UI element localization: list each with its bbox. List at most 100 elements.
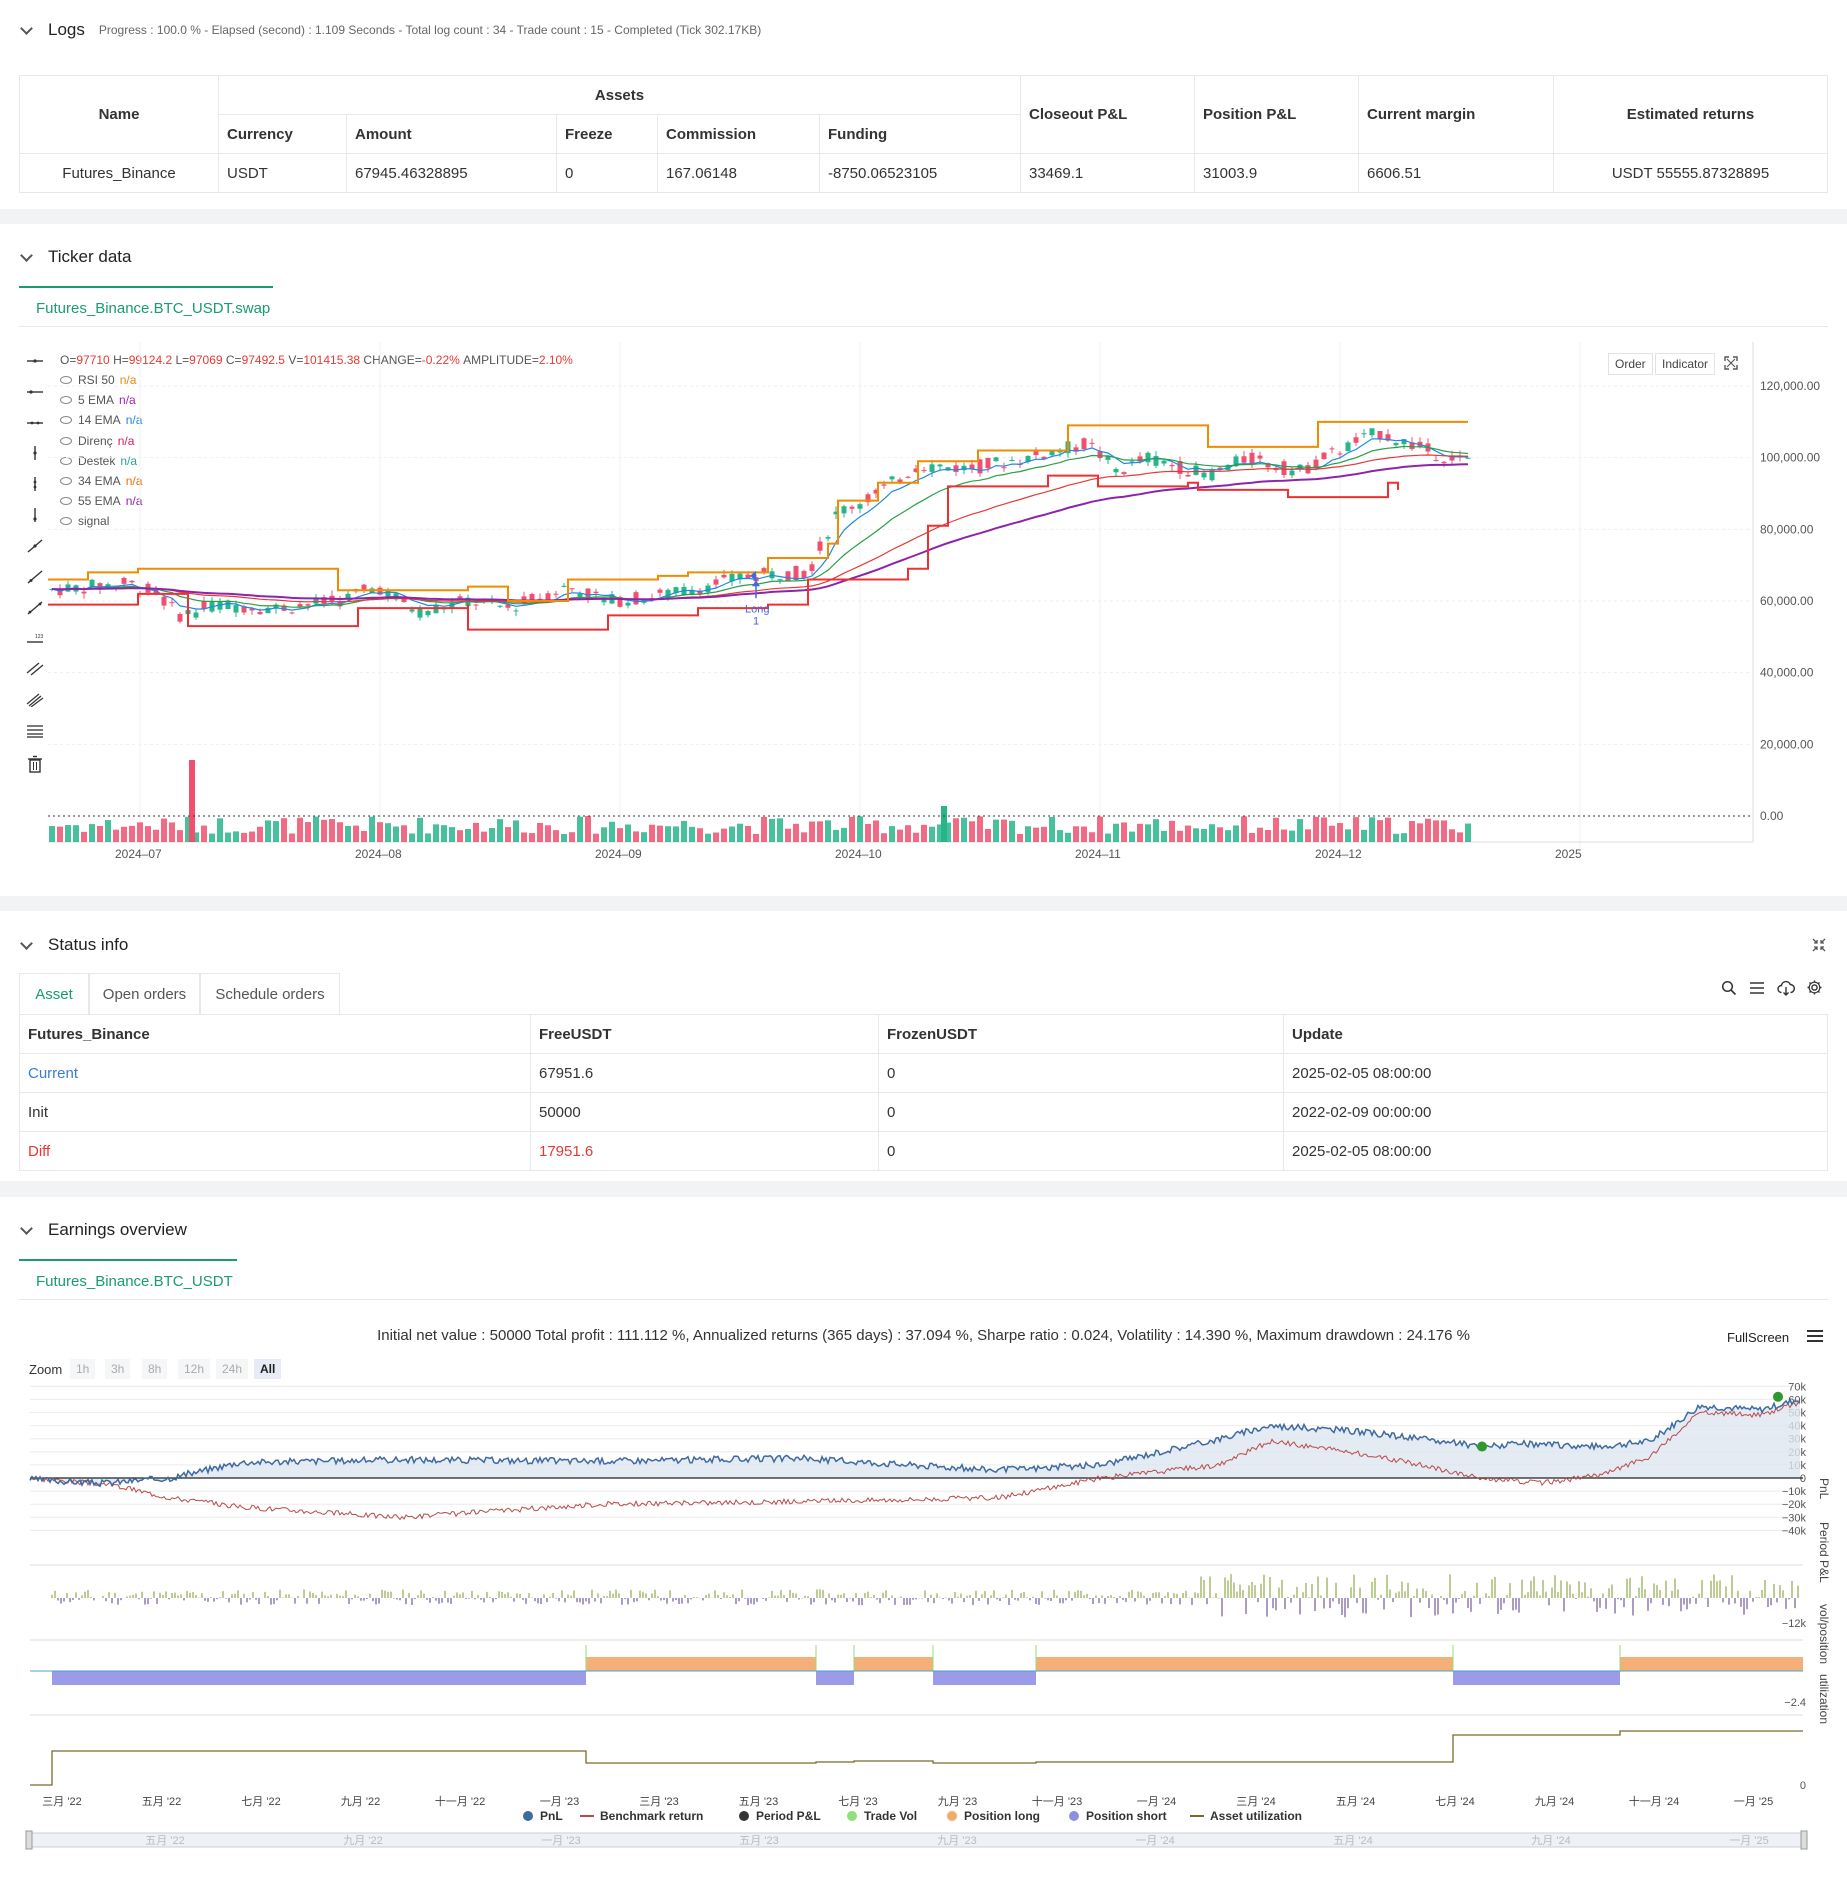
eye-icon[interactable] [60,497,72,506]
volume-bar [713,832,719,842]
eye-icon[interactable] [60,376,72,384]
legend-item[interactable]: signal [60,514,114,528]
cloud-download-icon[interactable] [1777,980,1795,996]
signal-flag-icon [750,570,756,581]
eye-icon[interactable] [60,416,72,425]
eye-icon[interactable] [60,436,72,445]
volume-bar [729,826,735,842]
zoom-button-12h[interactable]: 12h [178,1359,211,1379]
expand-icon[interactable] [1723,355,1739,371]
fibonacci-icon[interactable] [26,693,44,707]
chevron-down-icon[interactable] [20,251,32,263]
vertical-line-icon[interactable] [26,446,44,460]
volume-bar [721,828,727,842]
zoom-button-8h[interactable]: 8h [142,1359,168,1379]
status-header[interactable]: Status info [20,934,128,956]
earnings-header[interactable]: Earnings overview [20,1219,187,1241]
signal-sublabel: 1 [753,615,759,627]
th-free: FreeUSDT [530,1014,879,1054]
table-row: Init 50000 0 2022-02-09 00:00:00 [19,1092,1828,1132]
zoom-button-all[interactable]: All [254,1359,282,1379]
gear-icon[interactable] [1806,979,1823,996]
candle [1329,448,1335,450]
candle [897,479,903,483]
chevron-down-icon[interactable] [20,24,32,36]
axis-title: PnL [1817,1478,1831,1500]
legend-name: Destek [78,453,116,468]
candle [57,589,63,596]
segment-icon[interactable] [26,601,44,615]
navigator-label: 九月 '22 [343,1834,382,1847]
candlestick-chart[interactable]: 120,000.00100,000.0080,000.0060,000.0040… [48,342,1838,862]
y-tick-label: −10k [1782,1486,1807,1498]
search-icon[interactable] [1721,980,1737,996]
vertical-ray-icon[interactable] [26,508,44,522]
volume-bar [809,821,815,842]
candle [545,593,551,601]
volume-bar [705,833,711,842]
zoom-button-1h[interactable]: 1h [70,1359,96,1379]
y-tick-label: −30k [1782,1512,1807,1524]
row-current-label[interactable]: Current [19,1053,531,1093]
collapse-icon[interactable] [1812,938,1826,952]
horizontal-line-icon[interactable] [26,354,44,368]
order-button[interactable]: Order [1608,353,1653,375]
parallel-channel-icon[interactable] [26,662,44,676]
volume-bar [1257,827,1263,842]
cell-currency: USDT [218,153,347,193]
eye-icon[interactable] [60,477,72,485]
chevron-down-icon[interactable] [20,1224,32,1236]
legend-item[interactable]: RSI 50 n/a [60,373,136,387]
menu-icon[interactable] [1807,1329,1823,1343]
candle [577,593,583,597]
candle [97,583,103,589]
volume-bar [137,822,143,842]
legend-item[interactable]: 14 EMA n/a [60,413,142,427]
cell-amount: 67945.46328895 [346,153,557,193]
legend-item[interactable]: 34 EMA n/a [60,474,142,488]
tab-schedule-orders[interactable]: Schedule orders [200,973,340,1014]
logs-header[interactable]: Logs Progress : 100.0 % - Elapsed (secon… [20,19,761,41]
y-tick-label: 20,000.00 [1760,737,1814,751]
eye-icon[interactable] [60,517,72,526]
table-row: Futures_Binance USDT 67945.46328895 0 16… [19,153,1828,193]
candle [849,506,855,509]
indicator-button[interactable]: Indicator [1655,353,1716,375]
legend-item[interactable]: 55 EMA n/a [60,494,142,508]
position-short-bar [52,1671,586,1685]
zoom-button-3h[interactable]: 3h [105,1359,131,1379]
extended-line-icon[interactable] [26,416,44,430]
chevron-down-icon[interactable] [20,939,32,951]
tab-asset[interactable]: Asset [19,973,89,1014]
tab-open-orders[interactable]: Open orders [89,973,200,1014]
eye-icon[interactable] [60,396,72,405]
candle [345,593,351,599]
ticker-header[interactable]: Ticker data [20,246,131,268]
legend-item[interactable]: 5 EMA n/a [60,393,136,407]
earnings-chart[interactable]: 70k60k50k40k30k20k10k0−10k−20k−30k−40kPn… [0,1382,1847,1881]
candle [425,610,431,616]
volume-bar [1433,820,1439,842]
candle [985,457,991,469]
list-icon[interactable] [1749,980,1765,996]
levels-icon[interactable] [26,724,44,738]
candle [457,596,463,599]
trash-icon[interactable] [26,755,44,773]
candle [273,604,279,609]
horizontal-ray-icon[interactable] [26,385,44,399]
trend-line-icon[interactable] [26,539,44,553]
y-tick-label: 0.00 [1760,809,1784,823]
candle [665,589,671,598]
candle [1089,442,1095,444]
fullscreen-button[interactable]: FullScreen [1727,1330,1790,1345]
volume-bar [249,831,255,842]
utilization-line [30,1730,1803,1786]
price-line-icon[interactable]: 123 [26,632,44,646]
volume-bar [977,816,983,842]
zoom-button-24h[interactable]: 24h [216,1359,249,1379]
ray-line-icon[interactable] [26,570,44,584]
tab-earnings-symbol[interactable]: Futures_Binance.BTC_USDT [36,1273,233,1290]
legend-item[interactable]: Direnç n/a [60,434,134,448]
vertical-segment-icon[interactable] [26,477,44,491]
tab-ticker-symbol[interactable]: Futures_Binance.BTC_USDT.swap [36,300,271,317]
